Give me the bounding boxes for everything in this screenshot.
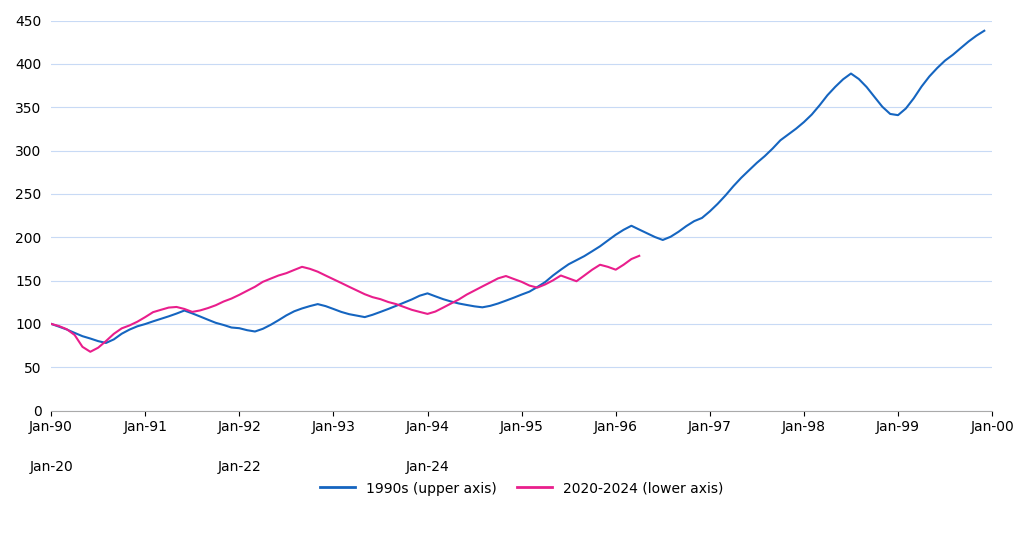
Legend: 1990s (upper axis), 2020-2024 (lower axis): 1990s (upper axis), 2020-2024 (lower axi… — [314, 476, 729, 501]
